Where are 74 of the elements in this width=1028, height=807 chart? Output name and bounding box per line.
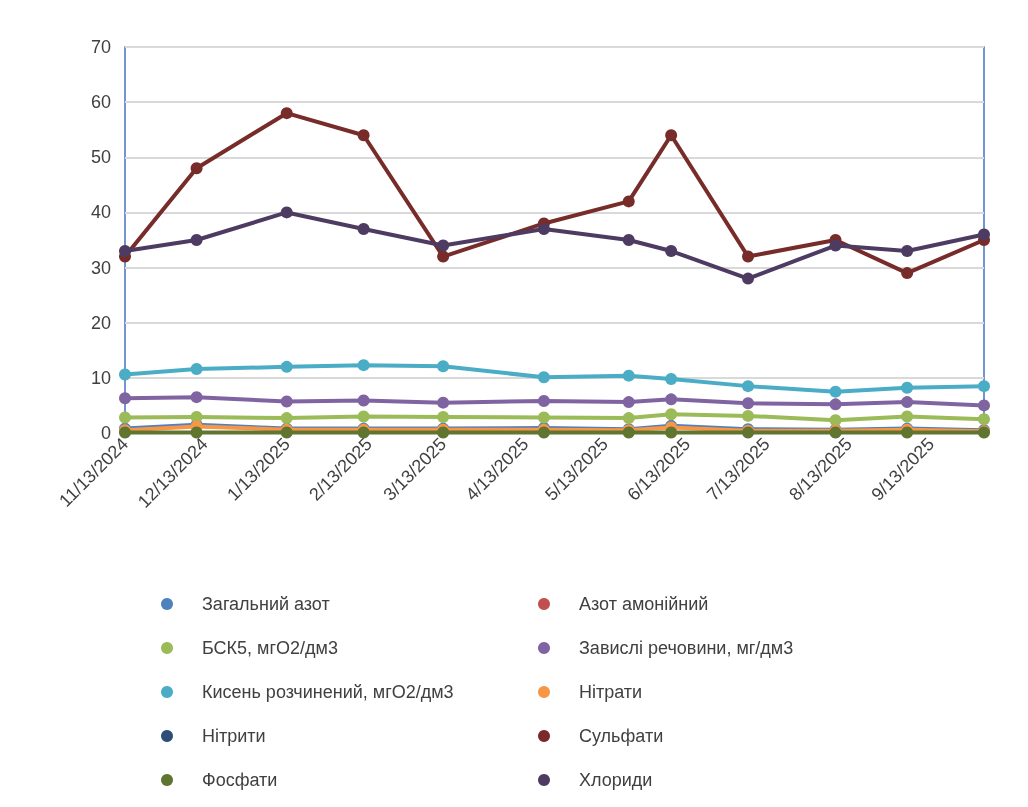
point [622, 195, 635, 208]
legend-label: Фосфати [202, 770, 278, 790]
point [190, 426, 203, 439]
point [190, 162, 203, 175]
legend-label: Нітрити [202, 726, 266, 746]
point [742, 409, 755, 422]
point [437, 239, 450, 252]
point [357, 359, 370, 372]
point [280, 107, 293, 120]
legend-label: БСК5, мгО2/дм3 [202, 638, 338, 658]
point [437, 396, 450, 409]
point [437, 250, 450, 263]
point [901, 381, 914, 394]
y-tick-label: 70 [90, 37, 111, 57]
point [622, 396, 635, 409]
point [280, 360, 293, 373]
point [357, 222, 370, 235]
point [829, 385, 842, 398]
point [190, 234, 203, 246]
point [665, 129, 678, 142]
point [437, 411, 450, 424]
point [901, 245, 914, 258]
point [829, 414, 842, 427]
legend-label: Кисень розчинений, мгО2/дм3 [202, 682, 454, 702]
point [978, 228, 990, 241]
point [357, 410, 370, 423]
point [665, 245, 678, 258]
point [901, 396, 914, 409]
y-tick-label: 30 [90, 257, 111, 278]
point [665, 393, 678, 406]
point [829, 398, 842, 411]
point [119, 245, 131, 258]
point [622, 412, 635, 425]
point [119, 368, 131, 381]
point [357, 394, 370, 407]
point [280, 206, 293, 219]
point [280, 412, 293, 425]
point [537, 371, 550, 384]
point [978, 413, 990, 426]
point [357, 129, 370, 142]
point [437, 360, 450, 373]
point [742, 272, 755, 285]
legend-label: Нітрати [579, 682, 643, 702]
point [665, 372, 678, 385]
legend-label: Завислі речовини, мг/дм3 [579, 638, 794, 658]
point [280, 395, 293, 408]
legend-label: Азот амонійний [579, 594, 709, 614]
point [537, 222, 550, 235]
point [742, 397, 755, 410]
point [665, 408, 678, 421]
point [742, 380, 755, 393]
point [978, 399, 990, 412]
point [119, 392, 131, 405]
y-tick-label: 60 [90, 92, 111, 113]
y-tick-label: 10 [90, 367, 111, 388]
point [901, 267, 914, 280]
y-tick-label: 50 [90, 147, 111, 168]
point [190, 363, 203, 376]
legend-label: Сульфати [579, 726, 664, 746]
point [978, 380, 990, 393]
y-tick-label: 40 [90, 202, 111, 223]
point [901, 410, 914, 423]
point [537, 411, 550, 424]
legend-label: Загальний азот [202, 594, 330, 614]
point [119, 411, 131, 424]
y-tick-label: 0 [100, 423, 111, 443]
point [622, 369, 635, 382]
point [742, 250, 755, 263]
legend-label: Хлориди [579, 770, 653, 790]
y-tick-label: 20 [90, 312, 111, 333]
point [829, 239, 842, 252]
point [190, 391, 203, 404]
point [622, 234, 635, 246]
point [537, 395, 550, 408]
